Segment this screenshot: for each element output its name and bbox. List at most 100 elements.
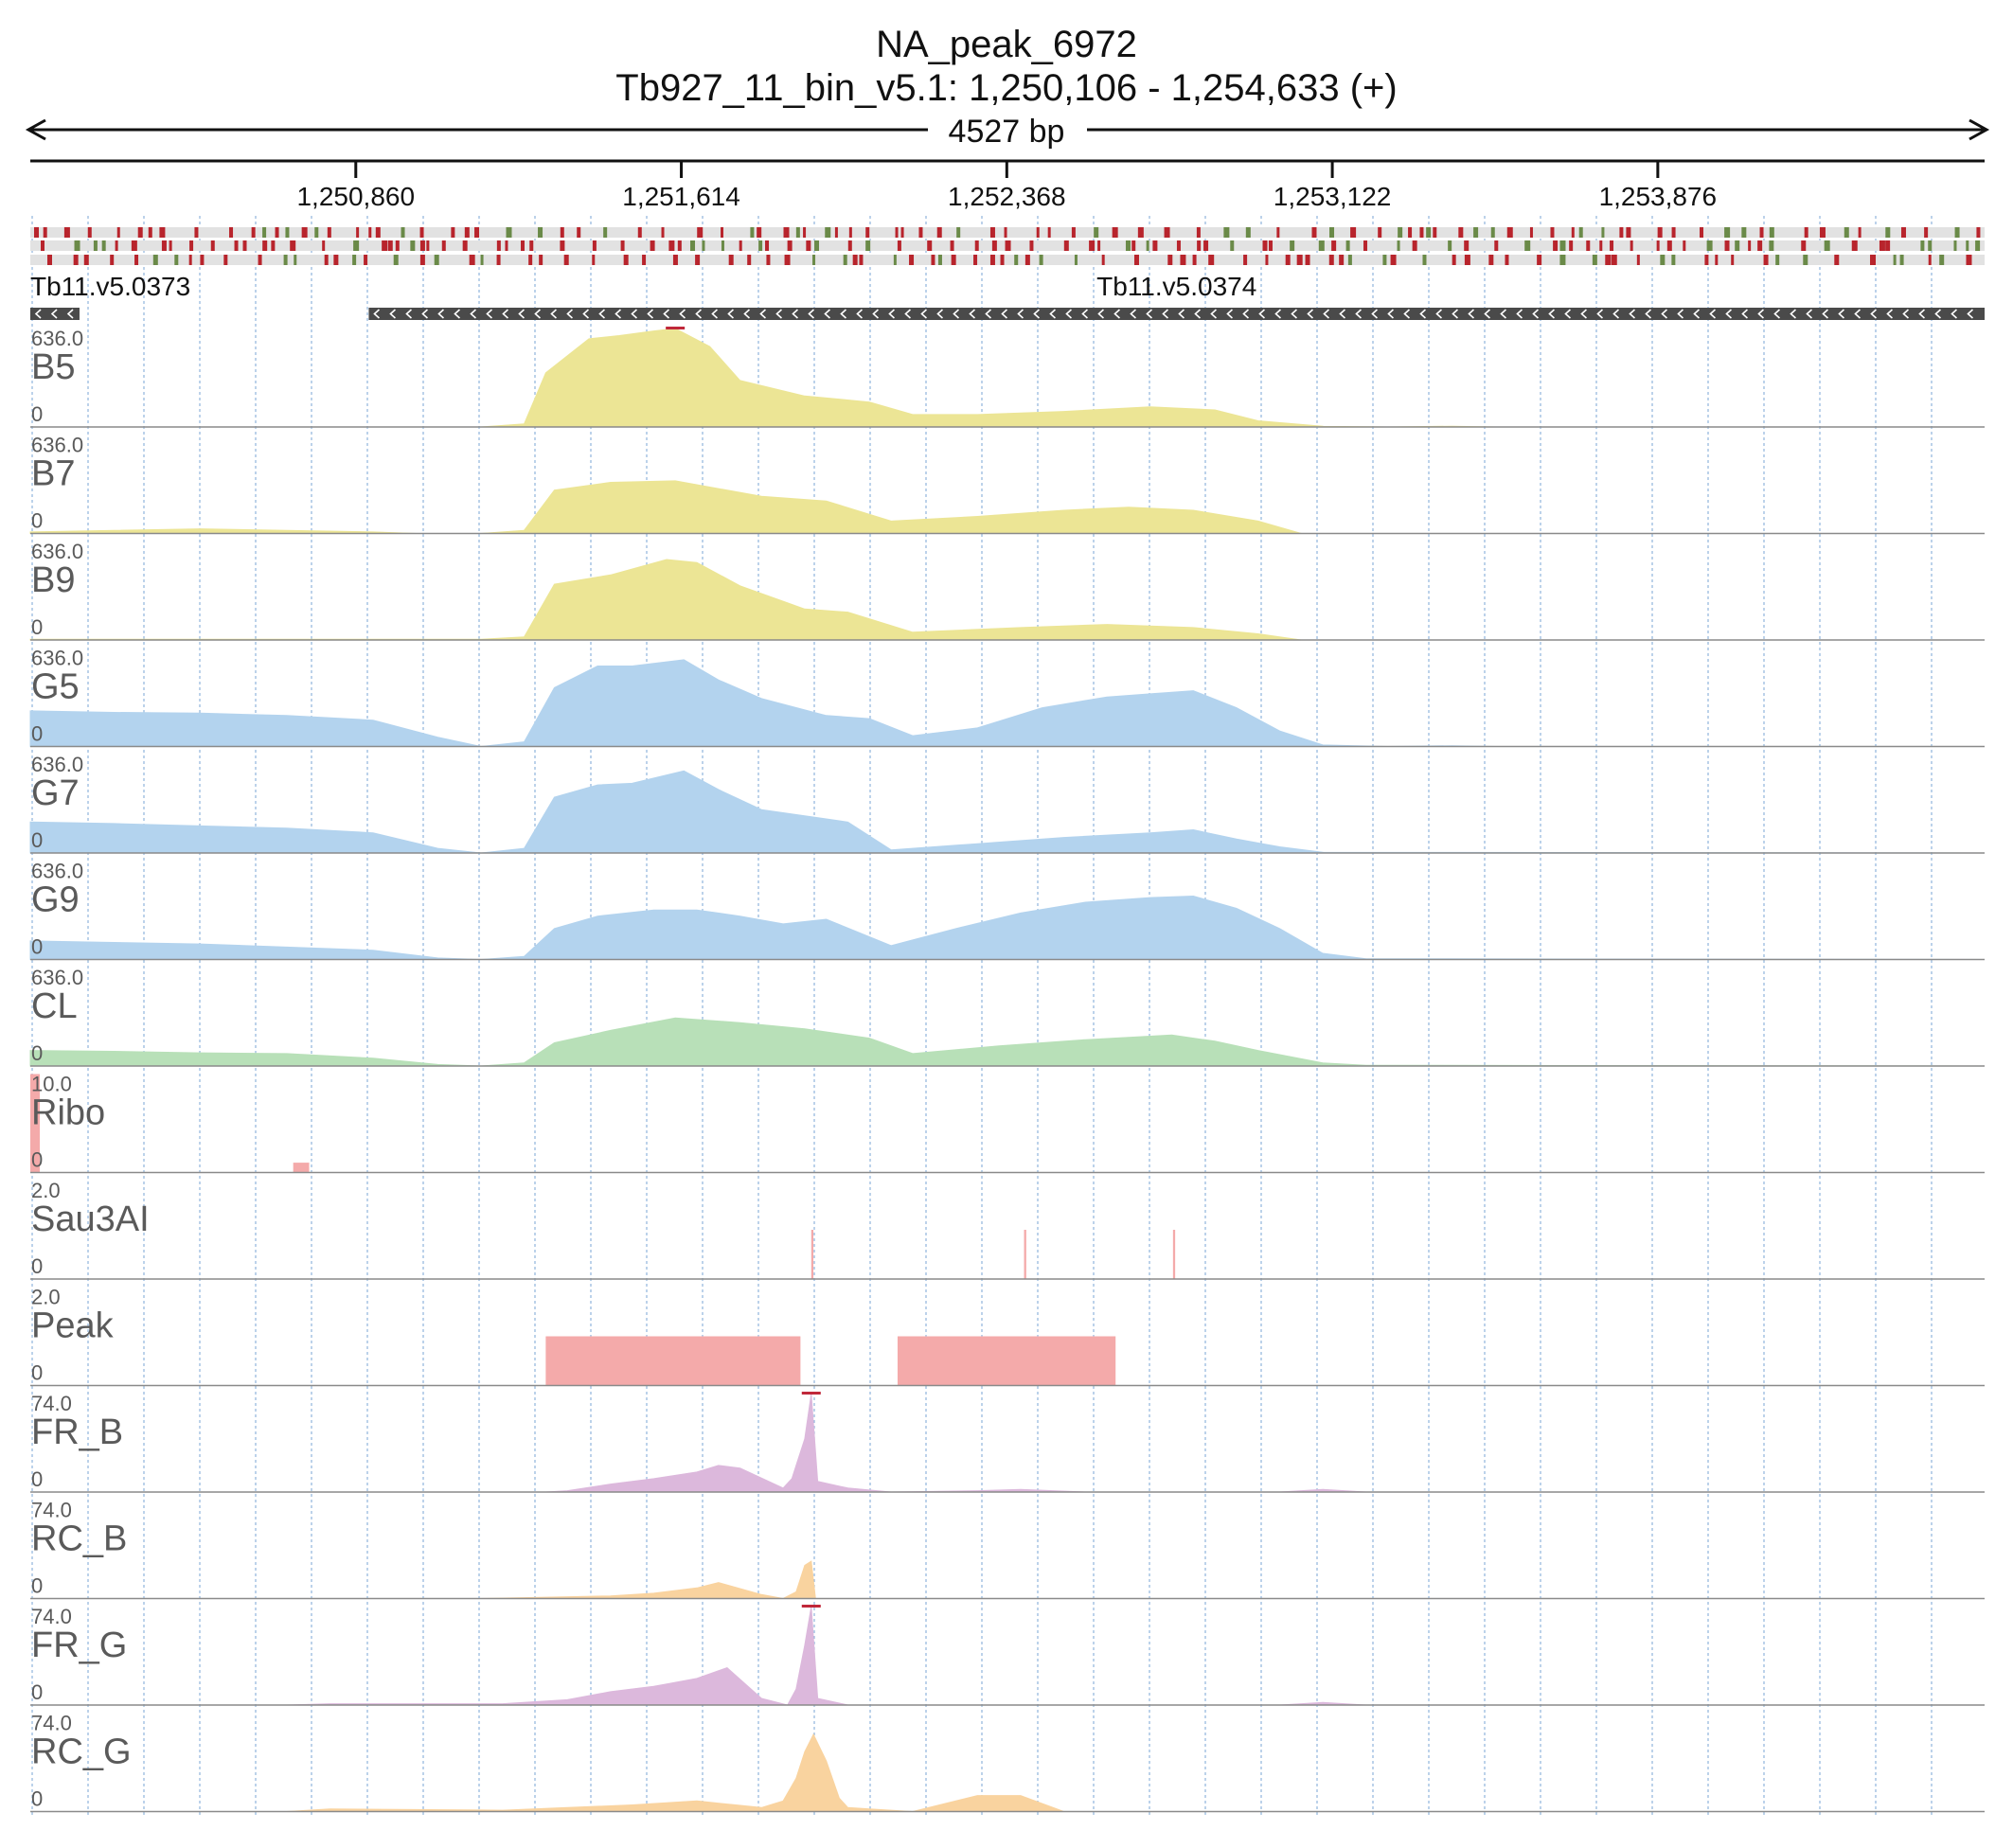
strand-arrow-icon (34, 309, 42, 319)
stop-codon-mark (989, 255, 995, 265)
track-name: FR_G (31, 1626, 127, 1665)
track-rc_g: 74.0RC_G 0 (30, 1712, 1985, 1813)
gene-feature[interactable] (30, 308, 80, 320)
strand-arrow-icon (470, 309, 476, 319)
stop-codon-mark (188, 255, 192, 265)
stop-codon-mark (43, 227, 47, 238)
strand-arrow-icon (1435, 309, 1442, 319)
strand-arrow-icon (486, 309, 492, 319)
stop-codon-mark (642, 255, 647, 265)
stop-codon-mark (496, 255, 501, 265)
start-codon-mark (1382, 255, 1387, 265)
start-codon-mark (690, 240, 696, 251)
stop-codon-mark (47, 255, 52, 265)
clip-marker (801, 1392, 821, 1395)
strand-arrow-icon (1226, 309, 1233, 319)
stop-codon-mark (1268, 240, 1273, 251)
stop-codon-mark (951, 255, 956, 265)
start-codon-mark (1559, 240, 1566, 251)
stop-codon-mark (1626, 227, 1631, 238)
start-codon-mark (434, 255, 439, 265)
stop-codon-mark (637, 227, 642, 238)
feature-bar (293, 1163, 310, 1173)
stop-codon-mark (1419, 227, 1424, 238)
start-codon-mark (1426, 227, 1432, 238)
track-max-label: 636.0 (31, 860, 83, 883)
grid-lines (31, 216, 1933, 1818)
stop-codon-mark (973, 255, 978, 265)
strand-arrow-icon (1709, 309, 1716, 319)
stop-codon-mark (1666, 240, 1672, 251)
start-codon-mark (1803, 255, 1808, 265)
strand-arrow-icon (1596, 309, 1603, 319)
stop-codon-mark (1748, 240, 1752, 251)
stop-codon-mark (1731, 255, 1735, 265)
feature-bar (897, 1336, 1116, 1386)
gene-feature[interactable] (368, 308, 1986, 320)
stop-codon-mark (529, 240, 534, 251)
start-codon-mark (1769, 240, 1774, 251)
tick-label: 1,253,876 (1599, 182, 1718, 211)
start-codon-mark (1318, 240, 1325, 251)
stop-codon-mark (275, 227, 279, 238)
stop-codon-mark (1928, 255, 1932, 265)
stop-codon-mark (1537, 255, 1542, 265)
strand-arrow-icon (1113, 309, 1120, 319)
stop-codon-mark (322, 240, 326, 251)
start-codon-mark (1899, 255, 1904, 265)
feature-bar (811, 1230, 814, 1279)
stop-codon-mark (1870, 255, 1877, 265)
stop-codon-mark (1704, 255, 1709, 265)
strand-arrow-icon (792, 309, 798, 319)
stop-codon-mark (1464, 255, 1470, 265)
stop-codon-mark (505, 240, 508, 251)
strand-arrow-icon (566, 309, 573, 319)
stop-codon-mark (1976, 227, 1981, 238)
track-min-label: 0 (31, 1254, 43, 1278)
track-rc_b: 74.0RC_B 0 (30, 1499, 1985, 1600)
stop-codon-mark (327, 227, 331, 238)
stop-codon-mark (1452, 255, 1456, 265)
stop-codon-mark (783, 227, 790, 238)
start-codon-mark (1473, 227, 1479, 238)
strand-arrow-icon (437, 309, 444, 319)
track-max-label: 74.0 (31, 1712, 72, 1735)
stop-codon-mark (852, 255, 858, 265)
strand-arrow-icon (1097, 309, 1104, 319)
stop-codon-mark (1488, 255, 1494, 265)
stop-codon-mark (1164, 227, 1170, 238)
stop-codon-mark (301, 227, 308, 238)
start-codon-mark (843, 255, 847, 265)
track-fr_g: 74.0FR_G 0 (30, 1605, 1985, 1706)
stop-codon-mark (1851, 240, 1858, 251)
start-codon-mark (1524, 240, 1531, 251)
start-codon-mark (937, 255, 942, 265)
track-min-label: 0 (31, 1467, 43, 1491)
strand-arrow-icon (389, 309, 396, 319)
strand-arrow-icon (1854, 309, 1861, 319)
stop-codon-mark (695, 255, 701, 265)
stop-codon-mark (441, 240, 446, 251)
coverage-area (30, 1732, 1985, 1813)
coordinate-ticks: 1,250,860 1,251,614 1,252,368 1,253,122 1,25… (296, 161, 1717, 211)
stop-codon-mark (474, 227, 480, 238)
stop-codon-mark (1180, 255, 1186, 265)
start-codon-mark (352, 255, 357, 265)
start-codon-mark (1769, 227, 1774, 238)
stop-codon-mark (1328, 255, 1334, 265)
stop-codon-mark (496, 240, 501, 251)
stop-codon-mark (865, 227, 870, 238)
stop-codon-mark (1000, 255, 1005, 265)
start-codon-mark (283, 255, 288, 265)
strand-arrow-icon (1403, 309, 1410, 319)
stop-codon-mark (1203, 240, 1209, 251)
strand-arrow-icon (1323, 309, 1329, 319)
stop-codon-mark (1571, 227, 1575, 238)
start-codon-mark (93, 240, 98, 251)
tick-label: 1,252,368 (948, 182, 1066, 211)
start-codon-mark (1448, 240, 1452, 251)
feature-bar (30, 1074, 41, 1173)
strand-arrow-icon (421, 309, 428, 319)
stop-codon-mark (1924, 227, 1929, 238)
stop-codon-mark (803, 227, 807, 238)
